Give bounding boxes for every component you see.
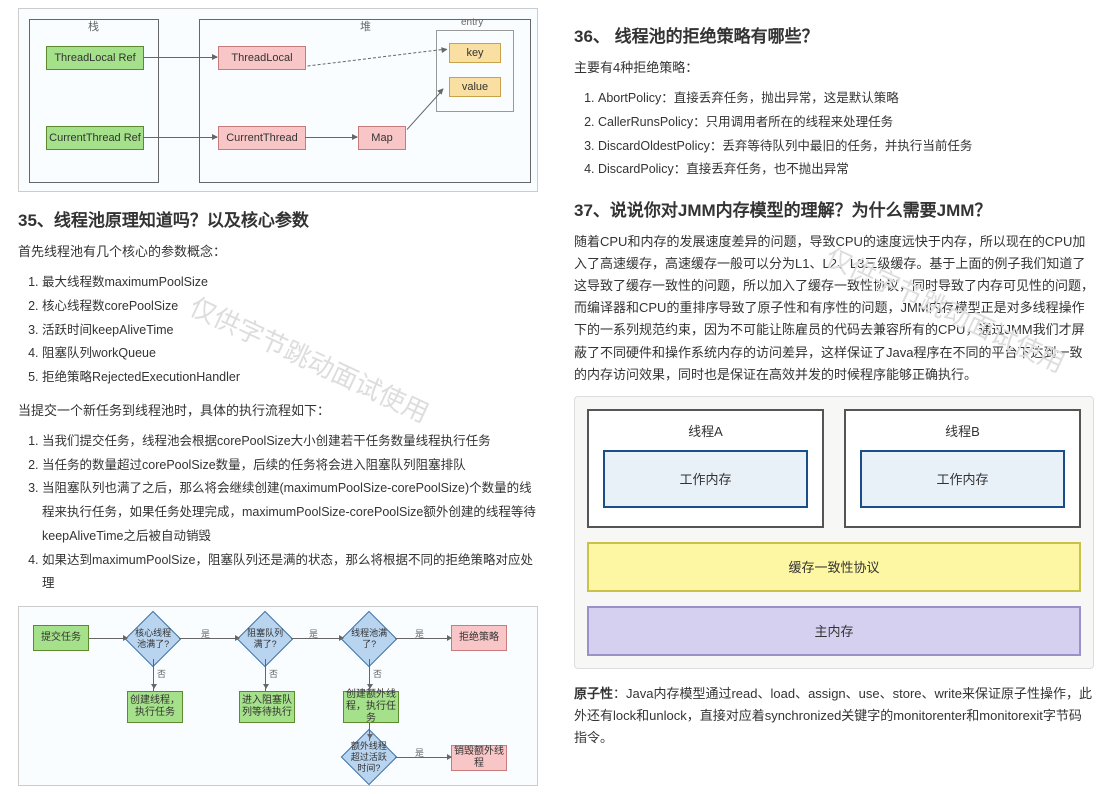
thread-b-box: 线程B 工作内存 (844, 409, 1081, 528)
arrow (305, 137, 357, 138)
heap-region: 堆 ThreadLocal CurrentThread Map entry ke… (199, 19, 531, 183)
create-core-box: 创建线程，执行任务 (127, 691, 183, 723)
thread-a-title: 线程A (603, 421, 808, 440)
params-list: 最大线程数maximumPoolSize 核心线程数corePoolSize 活… (42, 271, 538, 390)
policy-item: CallerRunsPolicy：只用调用者所在的线程来处理任务 (598, 111, 1094, 135)
currentthread-box: CurrentThread (218, 126, 306, 150)
param-item: 核心线程数corePoolSize (42, 295, 538, 319)
threadlocal-box: ThreadLocal (218, 46, 306, 70)
flow-step: 当任务的数量超过corePoolSize数量，后续的任务将会进入阻塞队列阻塞排队 (42, 454, 538, 478)
currentthread-ref-box: CurrentThread Ref (46, 126, 144, 150)
reject-box: 拒绝策略 (451, 625, 507, 651)
atomic-text: ：Java内存模型通过read、load、assign、use、store、wr… (574, 686, 1092, 745)
value-box: value (449, 77, 501, 97)
thread-b-title: 线程B (860, 421, 1065, 440)
arrow (143, 57, 217, 58)
stack-label: 栈 (88, 18, 99, 34)
yes-label: 是 (309, 627, 318, 640)
threadpool-flowchart: 提交任务 核心线程池满了? 阻塞队列满了? 线程池满了? 拒绝策略 创建线程，执… (18, 606, 538, 786)
arrow (143, 137, 217, 138)
key-box: key (449, 43, 501, 63)
flow-arrow (89, 638, 127, 639)
entry-region: entry key value (436, 30, 514, 112)
no-label: 否 (269, 667, 278, 680)
flow-intro: 当提交一个新任务到线程池时，具体的执行流程如下： (18, 400, 538, 422)
flow-steps-list: 当我们提交任务，线程池会根据corePoolSize大小创建若干任务数量线程执行… (42, 430, 538, 596)
map-box: Map (358, 126, 406, 150)
no-label: 否 (373, 667, 382, 680)
policies-list: AbortPolicy：直接丢弃任务，抛出异常，这是默认策略 CallerRun… (598, 87, 1094, 182)
yes-label: 是 (415, 627, 424, 640)
policy-item: DiscardOldestPolicy：丢弃等待队列中最旧的任务，并执行当前任务 (598, 135, 1094, 159)
policy-item: AbortPolicy：直接丢弃任务，抛出异常，这是默认策略 (598, 87, 1094, 111)
flow-arrow (369, 659, 370, 691)
param-item: 活跃时间keepAliveTime (42, 319, 538, 343)
param-item: 最大线程数maximumPoolSize (42, 271, 538, 295)
cache-protocol-bar: 缓存一致性协议 (587, 542, 1081, 592)
heading-36: 36、 线程池的拒绝策略有哪些？ (574, 22, 1094, 47)
left-column: 栈 ThreadLocal Ref CurrentThread Ref 堆 Th… (0, 0, 556, 794)
intro-36: 主要有4种拒绝策略： (574, 57, 1094, 79)
work-mem-b: 工作内存 (860, 450, 1065, 508)
heading-35: 35、线程池原理知道吗？以及核心参数 (18, 206, 538, 231)
right-column: 36、 线程池的拒绝策略有哪些？ 主要有4种拒绝策略： AbortPolicy：… (556, 0, 1112, 794)
yes-label: 是 (201, 627, 210, 640)
atomic-label: 原子性 (574, 686, 613, 701)
submit-box: 提交任务 (33, 625, 89, 651)
heading-37: 37、说说你对JMM内存模型的理解？为什么需要JMM？ (574, 196, 1094, 221)
heap-label: 堆 (360, 18, 371, 34)
jmm-paragraph: 随着CPU和内存的发展速度差异的问题，导致CPU的速度远快于内存，所以现在的CP… (574, 231, 1094, 386)
jmm-diagram: 线程A 工作内存 线程B 工作内存 缓存一致性协议 主内存 (574, 396, 1094, 669)
main-memory-bar: 主内存 (587, 606, 1081, 656)
policy-item: DiscardPolicy：直接丢弃任务，也不抛出异常 (598, 158, 1094, 182)
param-item: 阻塞队列workQueue (42, 342, 538, 366)
flow-arrow (369, 723, 370, 741)
stack-region: 栈 ThreadLocal Ref CurrentThread Ref (29, 19, 159, 183)
param-item: 拒绝策略RejectedExecutionHandler (42, 366, 538, 390)
flow-step: 当我们提交任务，线程池会根据corePoolSize大小创建若干任务数量线程执行… (42, 430, 538, 454)
enqueue-box: 进入阻塞队列等待执行 (239, 691, 295, 723)
threadlocal-ref-box: ThreadLocal Ref (46, 46, 144, 70)
no-label: 否 (157, 667, 166, 680)
destroy-box: 销毁额外线程 (451, 745, 507, 771)
yes-label: 是 (415, 746, 424, 759)
threads-row: 线程A 工作内存 线程B 工作内存 (587, 409, 1081, 528)
flow-step: 如果达到maximumPoolSize，阻塞队列还是满的状态，那么将根据不同的拒… (42, 549, 538, 597)
flow-arrow (265, 659, 266, 691)
flow-step: 当阻塞队列也满了之后，那么将会继续创建(maximumPoolSize-core… (42, 477, 538, 548)
threadlocal-diagram: 栈 ThreadLocal Ref CurrentThread Ref 堆 Th… (18, 8, 538, 192)
work-mem-a: 工作内存 (603, 450, 808, 508)
flow-arrow (153, 659, 154, 691)
create-extra-box: 创建额外线程，执行任务 (343, 691, 399, 723)
thread-a-box: 线程A 工作内存 (587, 409, 824, 528)
intro-35: 首先线程池有几个核心的参数概念： (18, 241, 538, 263)
entry-label: entry (461, 17, 483, 28)
